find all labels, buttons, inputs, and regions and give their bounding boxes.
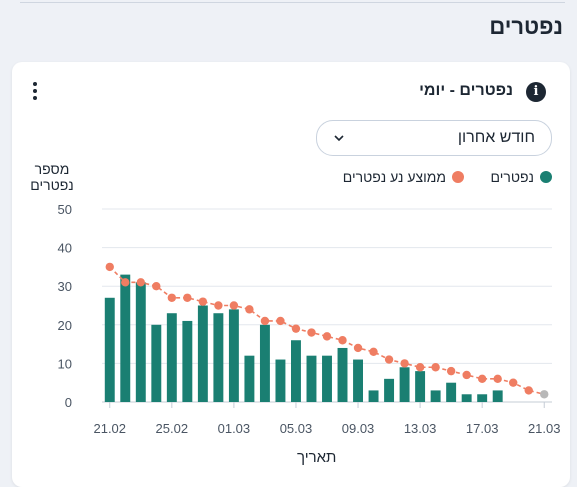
y-tick-label: 20 [58,318,72,333]
bar [337,347,348,402]
x-tick-label: 25.02 [156,421,189,436]
moving-average-point [307,328,316,337]
y-axis-title: מספר נפטרים [30,161,74,193]
moving-average-point [415,363,425,372]
moving-average-point [524,386,533,395]
bar [275,359,286,402]
moving-average-point [260,316,270,326]
bar [120,274,131,402]
deaths-daily-card: נפטרים - יומי i חודש אחרון נפטרים ממוצע … [12,62,570,487]
bar [135,282,146,402]
moving-average-point [276,316,285,326]
bar [244,355,255,402]
moving-average-point [105,262,114,272]
legend-dot-line [452,171,464,183]
x-tick-label: 21.02 [93,421,126,436]
info-icon[interactable]: i [526,82,546,102]
moving-average-point [167,293,177,302]
x-tick-label: 09.03 [342,421,375,436]
moving-average-point [291,324,301,333]
bar [197,305,208,402]
moving-average-point [245,305,254,314]
daily-deaths-chart: 0 10 20 30 40 50 21.02 25.02 01.03 05.03 09.03 13.0… [58,202,561,436]
moving-average-point [384,355,394,364]
bar [228,309,239,402]
bar [213,313,224,402]
moving-average-point [540,390,549,399]
legend-dot-bars [540,171,552,183]
x-tick-label: 05.03 [280,421,313,436]
y-tick-label: 10 [58,356,72,371]
moving-average-point [136,278,145,287]
moving-average-point [493,374,502,384]
moving-average-point [214,301,223,310]
legend-label-moving-average: ממוצע נע נפטרים [342,169,446,185]
moving-average-point [446,366,456,376]
y-tick-label: 50 [58,202,72,217]
time-range-value: חודש אחרון [457,129,535,146]
x-tick-label: 21.03 [528,421,561,436]
moving-average-point [462,370,471,380]
moving-average-point [229,301,239,310]
moving-average-point [121,278,130,287]
x-tick-label: 17.03 [466,421,499,436]
top-divider [20,2,565,3]
card-title: נפטרים - יומי [419,82,513,99]
bar [151,324,162,402]
bar [430,390,441,402]
bar [368,390,379,402]
more-options-icon[interactable] [30,82,40,102]
moving-average-point [198,297,208,306]
bar [399,367,410,402]
y-tick-label: 30 [58,279,72,294]
legend-item-deaths: נפטרים [491,169,552,185]
bar [353,359,363,402]
y-tick-label: 0 [65,395,72,410]
bar [461,394,472,402]
legend-item-moving-average: ממוצע נע נפטרים [343,169,464,185]
bar [384,378,395,402]
moving-average-point [353,343,363,353]
moving-average-point [400,359,409,368]
moving-average-point [183,293,192,302]
bar [322,355,332,402]
x-tick-label: 13.03 [404,421,437,436]
moving-average-point [477,374,487,384]
bar [104,297,115,402]
chevron-down-icon [334,135,344,142]
bar [166,313,177,402]
bar [182,320,193,402]
bar [291,340,301,402]
moving-average-point [322,332,332,341]
time-range-select[interactable]: חודש אחרון [316,120,552,156]
moving-average-point [152,282,161,291]
moving-average-point [338,336,347,345]
moving-average-line [109,266,545,396]
bar [492,390,503,402]
bar [477,394,488,402]
moving-average-point [509,378,518,387]
bar [306,355,317,402]
bar [446,382,457,402]
bar [259,324,270,402]
moving-average-point [369,347,378,357]
y-tick-label: 40 [58,241,72,256]
x-tick-label: 01.03 [218,421,251,436]
legend-label-deaths: נפטרים [490,169,534,185]
x-axis-title: תאריך [297,449,337,466]
section-title: נפטרים [489,14,563,39]
bar [415,371,426,402]
moving-average-point [431,363,440,372]
